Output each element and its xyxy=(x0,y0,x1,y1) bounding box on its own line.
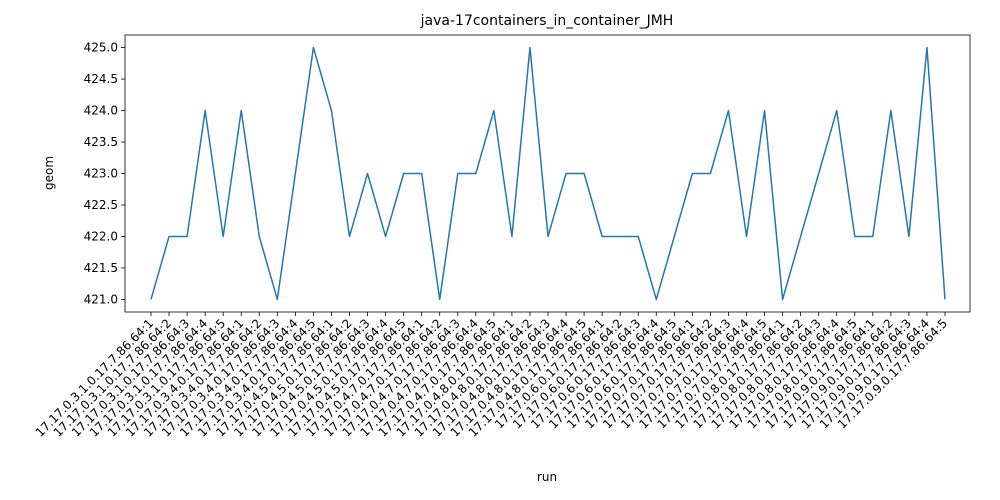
y-tick-label: 423.0 xyxy=(84,167,118,181)
y-axis-title: geom xyxy=(42,156,56,190)
y-tick-label: 421.5 xyxy=(84,261,118,275)
y-tick-label: 424.5 xyxy=(84,72,118,86)
axes-frame xyxy=(124,34,971,313)
y-tick-label: 422.5 xyxy=(84,198,118,212)
plot-area: 421.0 421.5 422.0 422.5 423.0 423.5 424.0 424.5… xyxy=(33,41,950,440)
y-tick-label: 422.0 xyxy=(84,229,118,243)
y-tick-label: 423.5 xyxy=(84,135,118,149)
chart-title: java-17containers_in_container_JMH xyxy=(420,13,674,29)
y-tick-label: 424.0 xyxy=(84,104,118,118)
y-tick-label: 421.0 xyxy=(84,292,118,306)
y-tick-label: 425.0 xyxy=(84,41,118,55)
series-line xyxy=(150,46,946,301)
x-axis-title: run xyxy=(537,470,557,484)
